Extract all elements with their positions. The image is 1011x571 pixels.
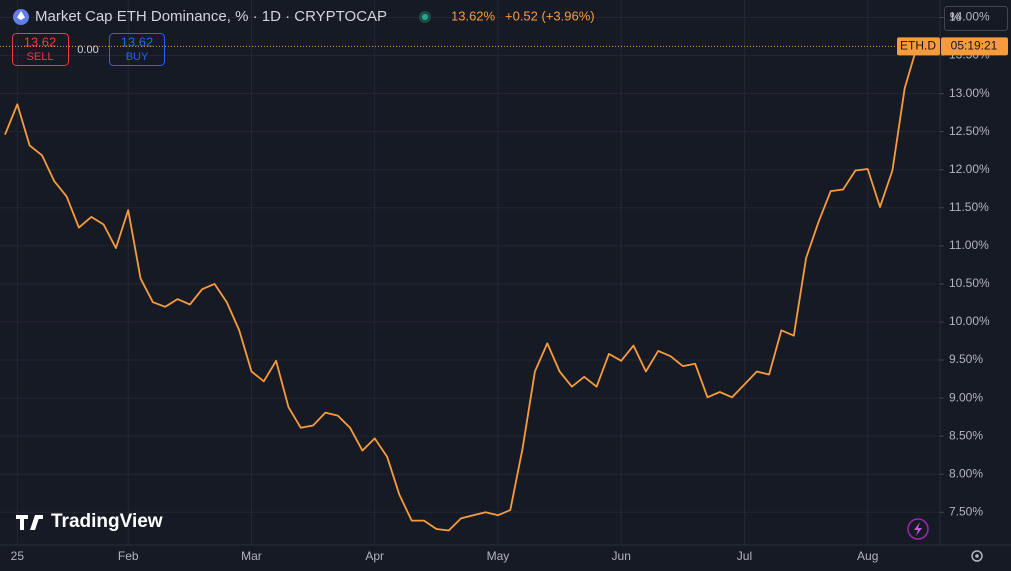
brand-logo (16, 515, 43, 530)
x-tick-label: Jul (737, 549, 752, 563)
buy-label[interactable]: BUY (126, 51, 149, 63)
buy-price[interactable]: 13.62 (121, 34, 154, 49)
spread: 0.00 (77, 44, 98, 56)
y-tick-label: 10.00% (949, 314, 990, 328)
alert-icon[interactable] (914, 522, 922, 536)
x-tick-label: Jun (612, 549, 631, 563)
unit-input[interactable] (944, 6, 1008, 31)
y-tick-label: 9.50% (949, 352, 983, 366)
x-tick-label: 25 (11, 549, 25, 563)
settings-icon[interactable] (975, 554, 979, 558)
y-tick-label: 10.50% (949, 276, 990, 290)
symbol-badge (897, 37, 940, 56)
y-tick-label: 12.00% (949, 162, 990, 176)
y-tick-label: 8.50% (949, 428, 983, 442)
sell-button[interactable] (12, 33, 69, 66)
y-tick-label: 14.00% (949, 10, 990, 24)
x-tick-label: May (487, 549, 510, 563)
y-tick-label: 12.50% (949, 124, 990, 138)
countdown-badge (941, 37, 1008, 56)
y-tick-label: 13.00% (949, 86, 990, 100)
plot (0, 0, 940, 545)
buy-button[interactable] (109, 33, 165, 66)
sell-label[interactable]: SELL (27, 51, 54, 63)
alert-icon[interactable] (907, 518, 929, 540)
y-tick-label: 11.00% (949, 238, 989, 252)
data-line (4, 46, 918, 532)
status-dot (422, 14, 428, 20)
y-tick-label: 9.00% (949, 390, 983, 404)
brand-name: TradingView (51, 511, 163, 532)
brand: TradingView (16, 511, 163, 532)
sell-price[interactable]: 13.62 (24, 34, 57, 49)
chart-title: Market Cap ETH Dominance, % · 1D · CRYPT… (35, 8, 387, 25)
unit[interactable]: % (950, 10, 961, 24)
x-tick-label: Apr (365, 549, 384, 563)
countdown: 05:19:21 (951, 39, 998, 53)
y-tick-label: 8.00% (949, 466, 983, 480)
symbol-icon (17, 11, 25, 20)
symbol-label: ETH.D (900, 39, 936, 53)
settings-icon[interactable] (971, 550, 983, 562)
last-value: 13.62% (451, 8, 496, 23)
x-tick-label: Mar (241, 549, 262, 563)
y-tick-label: 7.50% (949, 504, 983, 518)
y-tick-label: 11.50% (949, 200, 989, 214)
change: +0.52 (+3.96%) (505, 8, 595, 23)
header: Market Cap ETH Dominance, % · 1D · CRYPT… (12, 6, 1008, 66)
x-tick-label: Aug (857, 549, 878, 563)
x-tick-label: Feb (118, 549, 139, 563)
